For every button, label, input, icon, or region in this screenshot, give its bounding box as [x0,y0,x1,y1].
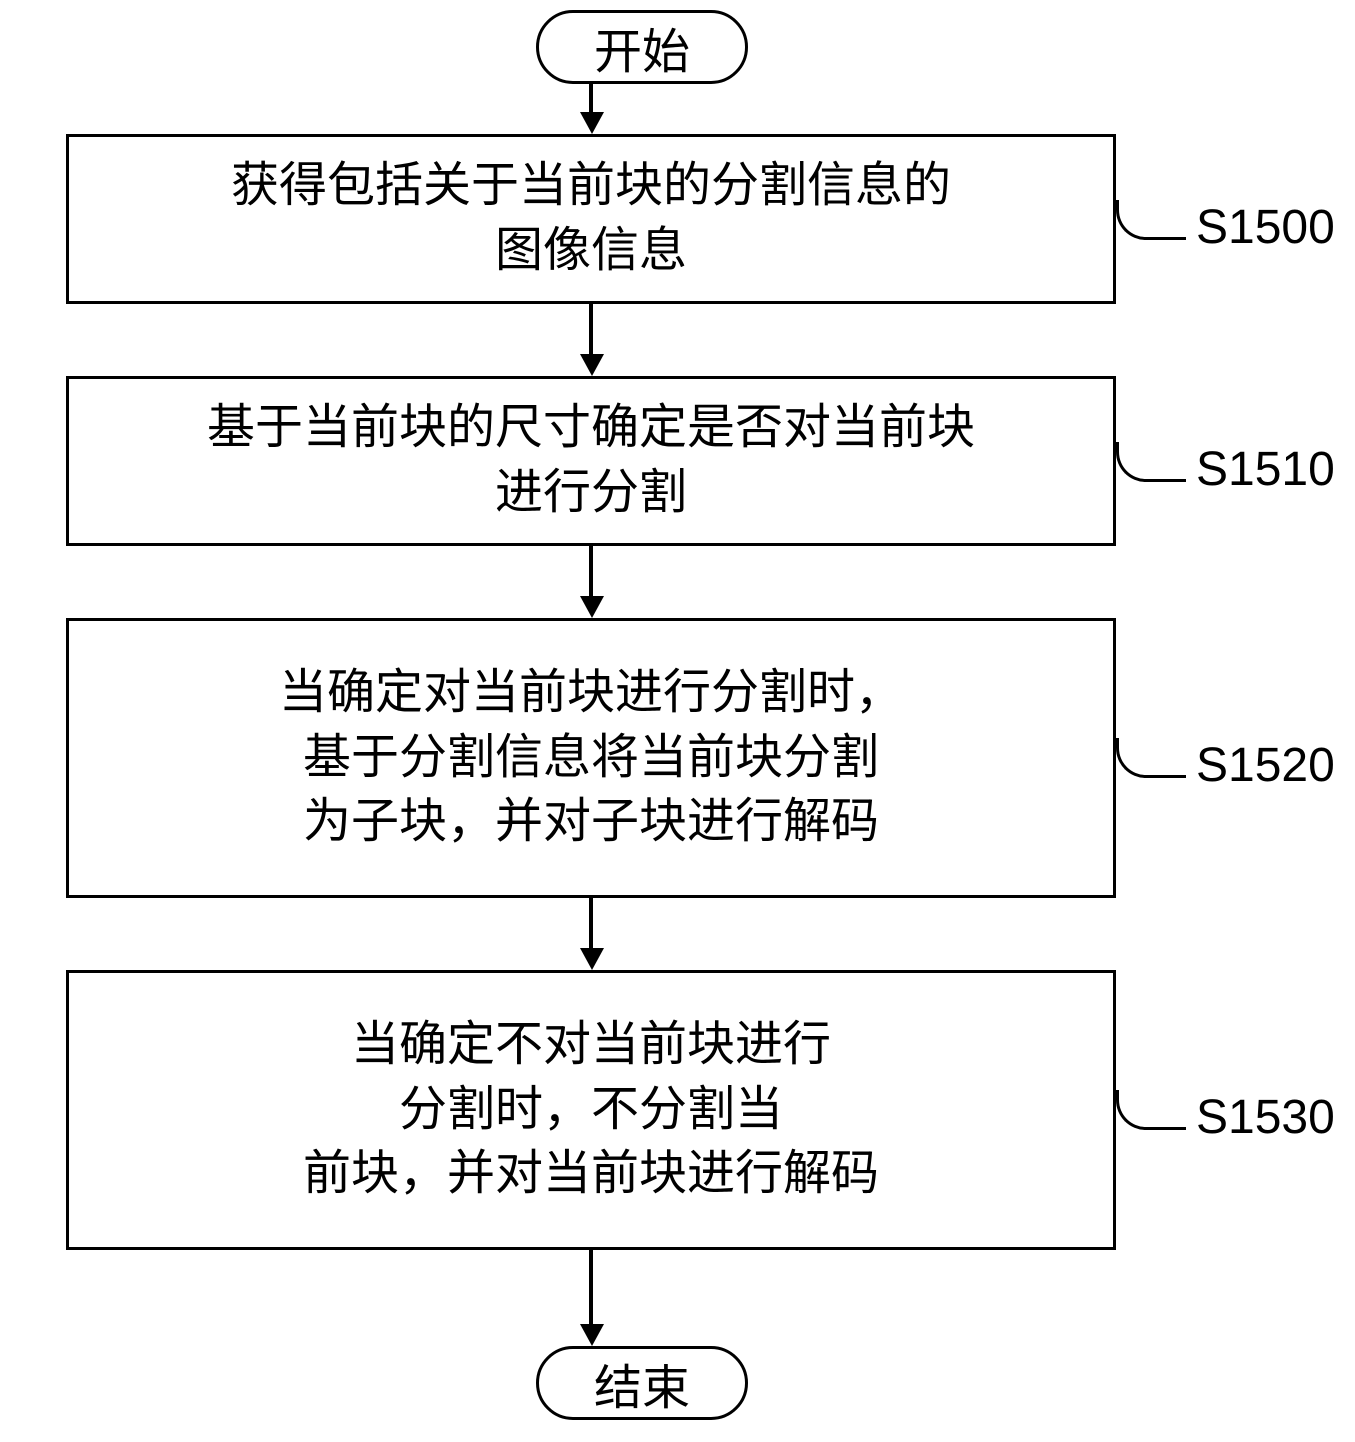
arrow-head [580,948,604,970]
step-S1510: 基于当前块的尺寸确定是否对当前块 进行分割 [66,376,1116,546]
arrow-head [580,354,604,376]
step-text: 获得包括关于当前块的分割信息的 图像信息 [231,154,951,284]
label-tick [1116,1090,1186,1130]
terminator-start: 开始 [536,10,748,84]
arrow [589,1250,593,1326]
step-label-S1500: S1500 [1196,200,1335,255]
step-S1520: 当确定对当前块进行分割时， 基于分割信息将当前块分割 为子块，并对子块进行解码 [66,618,1116,898]
arrow [589,546,593,598]
step-label-S1520: S1520 [1196,738,1335,793]
arrow-head [580,596,604,618]
arrow [589,898,593,950]
terminator-start-text: 开始 [594,12,690,82]
arrow [589,84,593,114]
label-tick [1116,200,1186,240]
step-S1500: 获得包括关于当前块的分割信息的 图像信息 [66,134,1116,304]
arrow [589,304,593,356]
arrow-head [580,1324,604,1346]
step-text: 当确定不对当前块进行 分割时，不分割当 前块，并对当前块进行解码 [303,1013,879,1207]
terminator-end-text: 结束 [594,1348,690,1418]
arrow-head [580,112,604,134]
step-S1530: 当确定不对当前块进行 分割时，不分割当 前块，并对当前块进行解码 [66,970,1116,1250]
label-tick [1116,738,1186,778]
label-tick [1116,442,1186,482]
step-label-S1530: S1530 [1196,1090,1335,1145]
step-text: 当确定对当前块进行分割时， 基于分割信息将当前块分割 为子块，并对子块进行解码 [279,661,903,855]
step-text: 基于当前块的尺寸确定是否对当前块 进行分割 [207,396,975,526]
terminator-end: 结束 [536,1346,748,1420]
flowchart-canvas: 开始 获得包括关于当前块的分割信息的 图像信息 S1500 基于当前块的尺寸确定… [0,0,1355,1442]
step-label-S1510: S1510 [1196,442,1335,497]
